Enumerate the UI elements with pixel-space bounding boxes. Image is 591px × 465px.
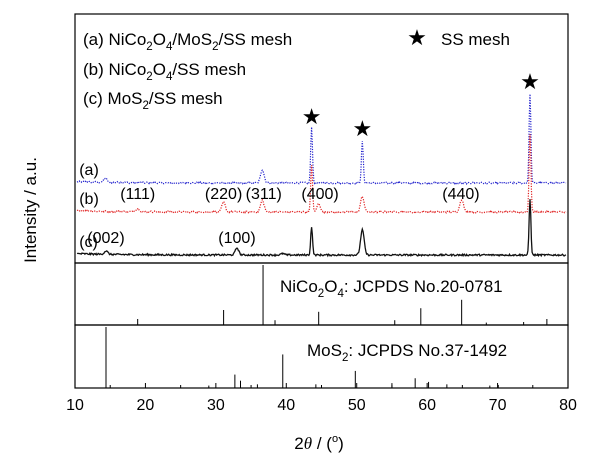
peak-annotation-0: (111) [120,186,155,203]
reference-panel-nico2o4: NiCo2O4: JCPDS No.20-0781 [74,262,569,326]
x-tick-label-6: 70 [489,397,507,414]
legend-entry-0: (a) NiCo2O4/MoS2/SS mesh [83,30,292,53]
peak-annotation-6: (100) [218,230,255,247]
peak-annotation-2: (311) [246,186,282,203]
star-marker-2: ★ [520,69,540,94]
peak-annotation-4: (440) [442,186,479,203]
series-line-1 [76,134,567,215]
x-tick-label-5: 60 [418,397,436,414]
x-axis-label: 2θ / (o) [294,433,343,453]
peak-annotation-1: (220) [205,186,242,203]
reference-label-nico2o4: NiCo2O4: JCPDS No.20-0781 [280,277,503,300]
y-axis-label: Intensity / a.u. [21,157,40,263]
x-tick-label-0: 10 [66,397,84,414]
x-axis: 10 20 30 40 50 60 70 80 [66,383,577,414]
reference-panel-mos2: MoS2: JCPDS No.37-1492 [74,324,569,389]
peak-annotation-5: (002) [87,230,124,247]
x-tick-label-7: 80 [559,397,577,414]
series-label-0: (a) [79,162,99,179]
peak-annotation-3: (400) [301,186,338,203]
series-label-1: (b) [79,191,99,208]
series-line-2 [76,199,567,258]
legend-star-label: SS mesh [441,30,510,49]
x-tick-label-2: 30 [207,397,225,414]
reference-label-mos2: MoS2: JCPDS No.37-1492 [307,341,507,364]
series-label-2: (c) [79,234,98,251]
star-marker-1: ★ [352,116,372,141]
legend-entry-2: (c) MoS2/SS mesh [83,89,223,112]
series-line-0 [76,94,567,186]
x-tick-label-3: 40 [277,397,295,414]
main-panel: (a) (b) (c) ★ ★ ★ (111) (220) (311) (400) (440) (00… [74,13,569,264]
x-tick-label-1: 20 [137,397,155,414]
x-tick-label-4: 50 [348,397,366,414]
legend-star-symbol: ★ [407,25,427,50]
legend-entry-1: (b) NiCo2O4/SS mesh [83,60,246,83]
star-marker-0: ★ [302,104,322,129]
